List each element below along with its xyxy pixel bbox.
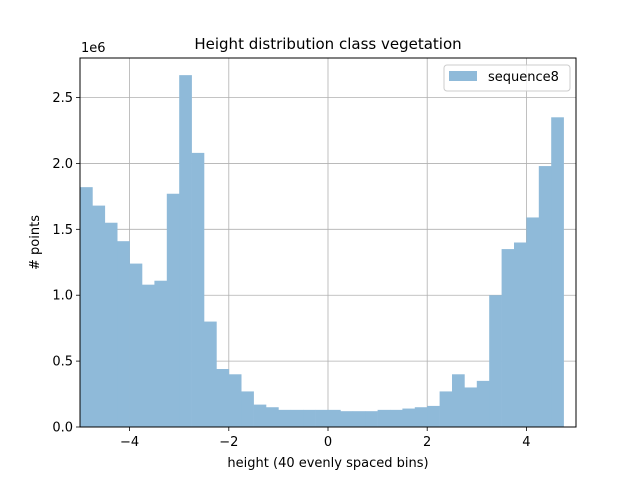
histogram-bar-7 — [166, 193, 180, 427]
x-axis-label: height (40 evenly spaced bins) — [227, 456, 428, 471]
legend-label-sequence8: sequence8 — [488, 70, 559, 85]
y-tick-label-1: 0.5 — [52, 355, 73, 370]
histogram-bar-38 — [551, 117, 564, 427]
x-tick-label-4: 4 — [522, 435, 530, 450]
y-tick-label-5: 2.5 — [52, 91, 73, 106]
legend: sequence8 — [443, 64, 571, 92]
histogram-bar-5 — [142, 284, 155, 427]
histogram-bar-2 — [104, 222, 118, 427]
ticks-layer: −4 −2 0 2 4 0.0 0.5 1.0 1.5 2.0 2.5 — [52, 91, 530, 450]
histogram-bar-34 — [501, 249, 515, 427]
histogram-bar-28 — [427, 405, 440, 427]
histogram-bar-20 — [328, 409, 341, 427]
histogram-bar-24 — [377, 409, 391, 427]
histogram-bar-9 — [191, 152, 205, 427]
histogram-bar-16 — [278, 409, 292, 427]
histogram-bar-13 — [241, 391, 254, 427]
histogram-bar-26 — [402, 408, 416, 427]
histogram-bar-21 — [340, 411, 354, 427]
histogram-bar-35 — [514, 242, 527, 427]
chart-title: Height distribution class vegetation — [194, 35, 461, 53]
y-axis-offset-label: 1e6 — [81, 41, 106, 56]
histogram-bar-32 — [476, 380, 490, 427]
x-tick-label-0: −4 — [120, 435, 139, 450]
histogram-bar-31 — [464, 387, 478, 427]
histogram-bar-18 — [303, 409, 316, 427]
histogram-bar-29 — [439, 391, 453, 427]
x-tick-label-1: −2 — [219, 435, 238, 450]
bars-layer — [80, 75, 564, 428]
histogram-bar-11 — [216, 369, 230, 427]
histogram-bar-37 — [538, 166, 552, 428]
histogram-bar-15 — [266, 407, 279, 427]
histogram-bar-14 — [253, 404, 267, 427]
histogram-bar-19 — [315, 409, 329, 427]
histogram-bar-33 — [489, 295, 502, 427]
y-axis-label: # points — [28, 215, 43, 270]
histogram-bar-12 — [228, 374, 242, 427]
x-tick-label-2: 0 — [324, 435, 332, 450]
histogram-bar-17 — [290, 409, 304, 427]
legend-swatch — [449, 71, 477, 81]
histogram-bar-25 — [390, 409, 403, 427]
histogram-bar-23 — [365, 411, 378, 427]
y-tick-label-4: 2.0 — [52, 157, 73, 172]
histogram-bar-3 — [117, 241, 130, 427]
histogram-bar-22 — [352, 411, 366, 427]
histogram-bar-0 — [80, 187, 93, 427]
histogram-bar-30 — [452, 374, 465, 427]
histogram-bar-10 — [204, 321, 217, 427]
histogram-bar-36 — [526, 217, 540, 427]
histogram-bar-1 — [92, 205, 106, 427]
y-tick-label-0: 0.0 — [52, 421, 73, 436]
y-tick-label-2: 1.0 — [52, 289, 73, 304]
histogram-bar-6 — [154, 280, 168, 427]
histogram-bar-4 — [129, 263, 143, 427]
y-tick-label-3: 1.5 — [52, 223, 73, 238]
histogram-bar-27 — [414, 407, 428, 427]
histogram-bar-8 — [179, 75, 192, 427]
x-tick-label-3: 2 — [423, 435, 431, 450]
